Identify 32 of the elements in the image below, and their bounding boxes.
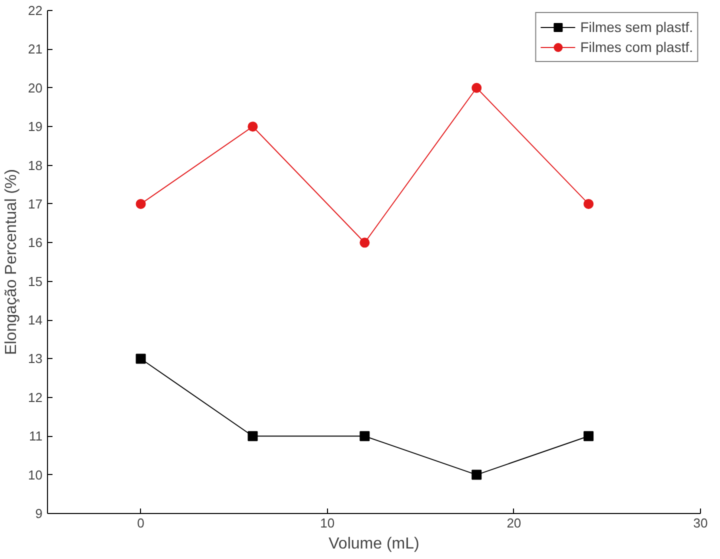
point [584, 431, 594, 442]
y-tick-label: 18 [28, 158, 43, 173]
y-tick-label: 17 [28, 196, 43, 212]
y-tick-label: 20 [28, 80, 43, 96]
y-tick-label: 13 [28, 351, 43, 366]
x-tick-label: 30 [693, 516, 708, 530]
legend-label: Filmes com plastf. [580, 39, 693, 55]
point [584, 198, 594, 209]
x-tick-label: 20 [506, 516, 522, 530]
x-tick-label: 10 [320, 516, 335, 530]
point [248, 122, 258, 132]
point [248, 431, 258, 442]
point [360, 238, 370, 248]
point [360, 431, 370, 442]
point [136, 354, 146, 364]
y-tick-label: 14 [28, 312, 43, 328]
y-tick-label: 9 [35, 506, 43, 521]
y-tick-label: 11 [29, 428, 43, 444]
point [472, 470, 482, 480]
y-axis-title: Elongação Percentual (%) [3, 169, 20, 355]
y-tick-label: 22 [28, 3, 43, 18]
y-tick-label: 19 [28, 119, 43, 134]
y-tick-label: 21 [28, 42, 43, 57]
x-axis-title: Volume (mL) [328, 536, 420, 552]
legend-label: Filmes sem plastf. [580, 19, 693, 35]
y-tick-label: 16 [28, 235, 43, 250]
point [136, 198, 146, 209]
point [472, 82, 482, 93]
x-tick-label: 0 [137, 516, 144, 530]
y-tick-label: 12 [28, 390, 43, 405]
y-tick-label: 15 [28, 274, 43, 289]
y-tick-label: 10 [28, 467, 43, 482]
